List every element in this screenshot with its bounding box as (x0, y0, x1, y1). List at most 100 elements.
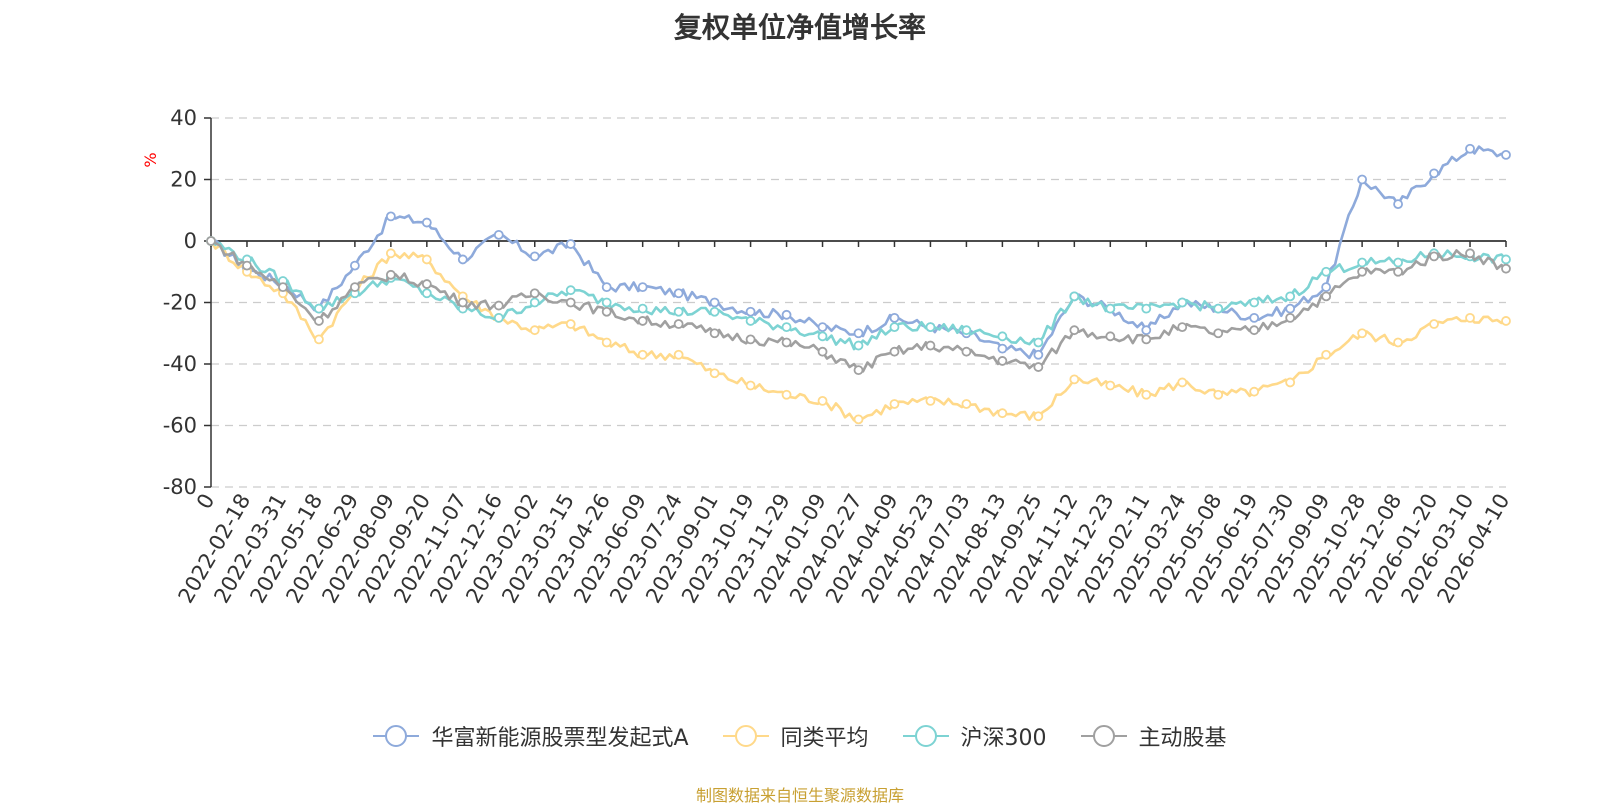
data-point[interactable] (1357, 257, 1368, 268)
data-point[interactable] (1141, 334, 1152, 345)
data-point[interactable] (565, 319, 576, 329)
legend-item-0[interactable]: 华富新能源股票型发起式A (373, 720, 689, 752)
data-point[interactable] (601, 337, 612, 348)
data-point[interactable] (1069, 374, 1080, 385)
data-point[interactable] (817, 395, 828, 406)
data-point[interactable] (529, 297, 540, 308)
data-point[interactable] (1393, 257, 1403, 268)
data-point[interactable] (1285, 312, 1296, 323)
data-point[interactable] (1105, 303, 1116, 314)
data-point[interactable] (1501, 263, 1511, 274)
data-point[interactable] (1393, 199, 1403, 210)
data-point[interactable] (1033, 337, 1044, 348)
data-point[interactable] (1141, 325, 1152, 336)
data-point[interactable] (673, 288, 684, 299)
data-point[interactable] (565, 239, 576, 249)
data-point[interactable] (601, 282, 612, 293)
data-point[interactable] (1213, 328, 1224, 339)
data-point[interactable] (1249, 325, 1260, 336)
data-point[interactable] (385, 248, 396, 259)
data-point[interactable] (1321, 282, 1332, 293)
data-point[interactable] (457, 297, 468, 308)
data-point[interactable] (1429, 168, 1439, 179)
data-point[interactable] (997, 356, 1008, 366)
data-point[interactable] (781, 337, 792, 348)
data-point[interactable] (961, 399, 972, 409)
data-point[interactable] (1285, 377, 1296, 388)
data-point[interactable] (1177, 322, 1188, 333)
data-point[interactable] (781, 322, 792, 333)
data-point[interactable] (745, 306, 756, 317)
data-point[interactable] (601, 297, 612, 308)
data-point[interactable] (1393, 266, 1403, 277)
data-point[interactable] (314, 303, 324, 314)
legend-item-2[interactable]: 沪深300 (902, 720, 1047, 752)
data-point[interactable] (925, 340, 936, 351)
data-point[interactable] (421, 254, 432, 265)
data-point[interactable] (1033, 411, 1044, 422)
data-point[interactable] (997, 408, 1008, 419)
data-point[interactable] (961, 325, 972, 336)
data-point[interactable] (1033, 362, 1044, 372)
data-point[interactable] (1249, 297, 1260, 308)
data-point[interactable] (853, 414, 864, 425)
data-point[interactable] (1141, 303, 1152, 314)
data-point[interactable] (817, 331, 828, 342)
data-point[interactable] (745, 316, 756, 326)
data-point[interactable] (1321, 349, 1332, 360)
data-point[interactable] (1357, 328, 1368, 339)
data-point[interactable] (457, 254, 468, 265)
data-point[interactable] (961, 346, 972, 357)
data-point[interactable] (1285, 303, 1296, 314)
data-point[interactable] (1069, 325, 1080, 336)
data-point[interactable] (853, 328, 864, 339)
data-point[interactable] (1429, 251, 1439, 262)
data-point[interactable] (673, 349, 684, 360)
data-point[interactable] (385, 211, 396, 222)
data-point[interactable] (314, 334, 324, 345)
data-point[interactable] (1033, 349, 1044, 360)
data-point[interactable] (673, 306, 684, 317)
data-point[interactable] (1501, 316, 1511, 326)
data-point[interactable] (385, 269, 396, 280)
data-point[interactable] (529, 251, 540, 262)
data-point[interactable] (1213, 389, 1224, 400)
data-point[interactable] (709, 368, 720, 379)
data-point[interactable] (1321, 266, 1332, 277)
data-point[interactable] (1465, 248, 1475, 259)
data-point[interactable] (637, 303, 648, 314)
data-point[interactable] (889, 399, 900, 409)
data-point[interactable] (1429, 319, 1439, 329)
data-point[interactable] (1213, 303, 1224, 314)
legend-item-3[interactable]: 主动股基 (1080, 720, 1227, 752)
data-point[interactable] (1069, 291, 1080, 302)
data-point[interactable] (637, 282, 648, 293)
data-point[interactable] (709, 306, 720, 317)
data-point[interactable] (1321, 291, 1332, 302)
data-point[interactable] (817, 346, 828, 357)
data-point[interactable] (1393, 337, 1403, 348)
data-point[interactable] (493, 229, 504, 240)
data-point[interactable] (1501, 254, 1511, 265)
data-point[interactable] (565, 297, 576, 308)
data-point[interactable] (817, 322, 828, 333)
data-point[interactable] (889, 322, 900, 333)
data-point[interactable] (1141, 389, 1152, 400)
data-point[interactable] (889, 346, 900, 357)
data-point[interactable] (709, 297, 720, 308)
data-point[interactable] (314, 316, 324, 326)
data-point[interactable] (242, 260, 252, 271)
data-point[interactable] (745, 380, 756, 391)
data-point[interactable] (997, 331, 1008, 342)
data-point[interactable] (781, 309, 792, 320)
data-point[interactable] (278, 282, 288, 293)
data-point[interactable] (1465, 143, 1475, 154)
data-point[interactable] (997, 343, 1008, 354)
data-point[interactable] (925, 395, 936, 406)
data-point[interactable] (1501, 149, 1511, 160)
data-point[interactable] (493, 312, 504, 323)
data-point[interactable] (1249, 386, 1260, 397)
data-point[interactable] (349, 260, 360, 271)
data-point[interactable] (421, 217, 432, 228)
data-point[interactable] (529, 288, 540, 299)
